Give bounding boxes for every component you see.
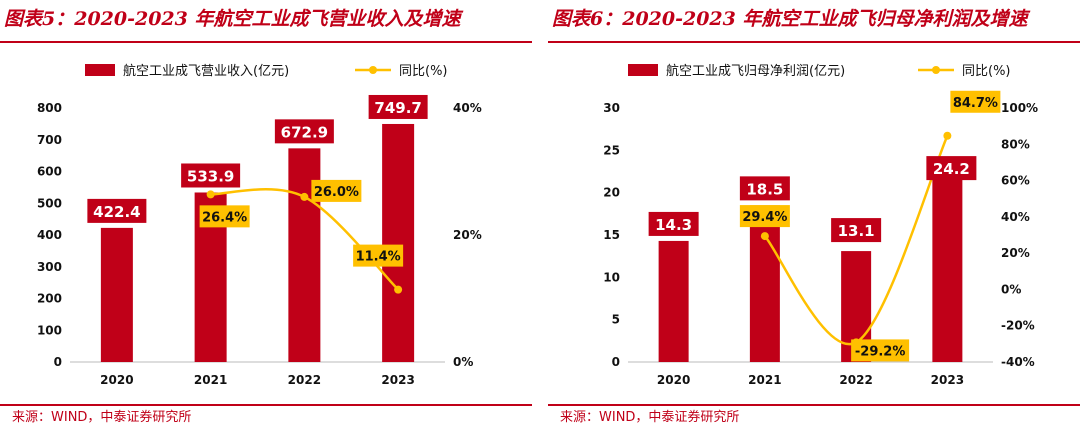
- legend-bar-label: 航空工业成飞归母净利润(亿元): [666, 63, 845, 79]
- y-right-tick-label: 100%: [1001, 101, 1038, 115]
- source-divider: [548, 404, 1080, 406]
- bar-value-label: 13.1: [838, 222, 875, 240]
- source-note: 来源：WIND，中泰证券研究所: [12, 410, 192, 425]
- x-tick-label: 2021: [748, 373, 781, 387]
- x-tick-label: 2023: [381, 373, 414, 387]
- revenue-chart: 航空工业成飞营业收入(亿元) 同比(%) 0 100 200 300 400 500 600 70…: [37, 63, 482, 387]
- y-right-tick-label: -40%: [1001, 355, 1035, 369]
- legend: 航空工业成飞归母净利润(亿元) 同比(%): [628, 63, 1011, 79]
- y-left-tick-label: 700: [37, 133, 62, 147]
- legend-bar-swatch: [628, 64, 658, 76]
- y-left-tick-label: 400: [37, 228, 62, 242]
- yoy-value-label: 26.4%: [202, 210, 247, 225]
- bar-value-label-bg: [368, 94, 428, 119]
- y-right-tick-label: 80%: [1001, 137, 1030, 151]
- bar: [658, 240, 689, 362]
- yoy-value-label: 26.0%: [314, 185, 359, 200]
- y-left-tick-label: 100: [37, 323, 62, 337]
- y-right-tick-label: 40%: [453, 101, 482, 115]
- yoy-point: [394, 285, 403, 294]
- yoy-value-label: 29.4%: [742, 210, 787, 225]
- y-left-tick-label: 20: [603, 186, 620, 200]
- panel-title: 图表5：2020-2023 年航空工业成飞营业收入及增速: [4, 8, 461, 30]
- yoy-value-label-bg: [851, 339, 910, 362]
- bar-value-label-bg: [831, 218, 882, 243]
- y-right-tick-label: -20%: [1001, 319, 1035, 333]
- title-divider: [0, 41, 532, 43]
- x-tick-label: 2023: [931, 373, 964, 387]
- bar-value-label-bg: [926, 156, 977, 181]
- yoy-value-label-bg: [950, 90, 1001, 113]
- chart-panel-net-profit: 图表6：2020-2023 年航空工业成飞归母净利润及增速 航空工业成飞归母净利…: [548, 0, 1080, 430]
- source-note: 来源：WIND，中泰证券研究所: [560, 410, 740, 425]
- y-left-tick-label: 0: [612, 355, 620, 369]
- y-left-tick-label: 15: [603, 228, 620, 242]
- y-left-tick-label: 0: [54, 355, 62, 369]
- y-right-tick-label: 0%: [1001, 282, 1021, 296]
- legend-line-label: 同比(%): [962, 64, 1011, 79]
- yoy-point: [206, 190, 215, 199]
- y-right-tick-label: 0%: [453, 355, 473, 369]
- bar-value-label: 18.5: [746, 180, 783, 198]
- bar-value-label: 533.9: [187, 167, 234, 185]
- bar-value-label-bg: [648, 211, 699, 236]
- y-right-tick-label: 20%: [453, 228, 482, 242]
- x-tick-label: 2022: [288, 373, 321, 387]
- yoy-value-label-bg: [311, 179, 362, 202]
- yoy-point: [300, 192, 309, 201]
- y-left-tick-label: 25: [603, 143, 620, 157]
- bar-value-label-bg: [274, 119, 334, 144]
- y-left-tick-label: 500: [37, 196, 62, 210]
- bar-value-label-bg: [87, 198, 147, 223]
- legend-bar-swatch: [85, 64, 115, 76]
- y-left-tick-label: 200: [37, 292, 62, 306]
- x-tick-label: 2022: [839, 373, 872, 387]
- x-tick-label: 2021: [194, 373, 227, 387]
- y-right-tick-label: 60%: [1001, 174, 1030, 188]
- yoy-point: [943, 131, 952, 140]
- bar: [382, 123, 415, 363]
- yoy-value-label: 84.7%: [953, 96, 998, 111]
- yoy-value-label-bg: [353, 244, 404, 267]
- legend-bar-label: 航空工业成飞营业收入(亿元): [123, 63, 289, 79]
- x-tick-label: 2020: [100, 373, 133, 387]
- yoy-point: [760, 232, 769, 241]
- chart-panel-revenue: 图表5：2020-2023 年航空工业成飞营业收入及增速 航空工业成飞营业收入(…: [0, 0, 532, 430]
- bar-value-label: 422.4: [93, 203, 140, 221]
- y-left-tick-label: 300: [37, 260, 62, 274]
- bar-value-label-bg: [181, 163, 241, 188]
- bar-value-label: 672.9: [281, 123, 328, 141]
- bar-value-label: 749.7: [374, 99, 421, 117]
- source-divider: [0, 404, 532, 406]
- yoy-value-label: 11.4%: [356, 250, 401, 265]
- yoy-value-label-bg: [739, 205, 790, 228]
- bar-value-label-bg: [739, 176, 790, 201]
- y-right-tick-label: 20%: [1001, 246, 1030, 260]
- yoy-value-label: -29.2%: [855, 344, 906, 359]
- bar: [932, 157, 963, 362]
- panel-title: 图表6：2020-2023 年航空工业成飞归母净利润及增速: [552, 8, 1028, 30]
- legend-line-marker: [369, 66, 377, 74]
- legend: 航空工业成飞营业收入(亿元) 同比(%): [85, 63, 448, 79]
- x-tick-label: 2020: [657, 373, 690, 387]
- net-profit-chart: 航空工业成飞归母净利润(亿元) 同比(%) 0 5 10 15 20 25 30 -40% -20%…: [603, 63, 1038, 387]
- legend-line-marker: [932, 66, 940, 74]
- legend-line-label: 同比(%): [399, 64, 448, 79]
- y-left-tick-label: 5: [612, 313, 620, 327]
- y-left-tick-label: 30: [603, 101, 620, 115]
- bar-value-label: 24.2: [933, 160, 970, 178]
- y-left-tick-label: 600: [37, 165, 62, 179]
- y-right-tick-label: 40%: [1001, 210, 1030, 224]
- bar: [749, 205, 780, 362]
- bar: [100, 227, 133, 362]
- title-divider: [548, 41, 1080, 43]
- y-left-tick-label: 10: [603, 270, 620, 284]
- y-left-tick-label: 800: [37, 101, 62, 115]
- bar-value-label: 14.3: [655, 216, 692, 234]
- yoy-value-label-bg: [199, 205, 250, 228]
